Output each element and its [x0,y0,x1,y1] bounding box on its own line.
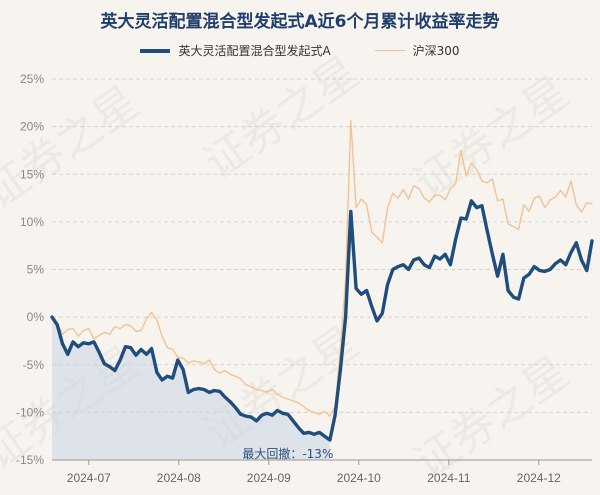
annotation: 最大回撤：-13% [242,446,333,461]
y-tick-label: -15% [16,453,44,467]
legend-swatch-fund [140,48,171,53]
watermark-text: 证券之星 [405,347,578,490]
series-line-index [51,120,593,417]
chart-title: 英大灵活配置混合型发起式A近6个月累计收益率走势 [100,12,500,32]
x-tick-label: 2024-07 [67,471,111,485]
watermark-text: 证券之星 [0,77,148,220]
legend-item-index[interactable]: 沪深300 [374,42,460,59]
y-tick-label: 15% [20,167,44,181]
y-tick-label: 0% [27,310,45,324]
legend-label-index: 沪深300 [412,44,460,58]
series-lines [50,120,594,442]
x-axis: 2024-07 2024-08 2024-09 2024-10 2024-11 2024-… [52,459,592,485]
y-tick-label: 20% [20,120,44,134]
watermark-text: 证券之星 [195,47,368,190]
series-line-fund [50,199,594,442]
legend-item-fund[interactable]: 英大灵活配置混合型发起式A [140,42,331,59]
x-tick-label: 2024-11 [427,471,470,485]
legend: 英大灵活配置混合型发起式A 沪深300 [0,42,600,59]
legend-swatch-index [374,50,405,51]
y-tick-label: -10% [16,405,44,419]
x-tick-label: 2024-08 [157,471,201,485]
legend-label-fund: 英大灵活配置混合型发起式A [178,44,331,58]
drawdown-area-fill [52,317,330,460]
y-axis: 25% 20% 15% 10% 5% 0% -5% -10% -15% [16,72,44,467]
watermark-text: 证券之星 [405,67,578,210]
y-tick-label: 25% [20,72,44,86]
x-tick-label: 2024-09 [247,471,291,485]
max-drawdown-label: 最大回撤：-13% [242,446,333,461]
y-tick-label: 10% [20,215,44,229]
drawdown-area [52,317,330,460]
y-tick-label: 5% [27,263,45,277]
y-tick-label: -5% [23,358,45,372]
x-tick-label: 2024-10 [337,471,381,485]
x-tick-label: 2024-12 [517,471,561,485]
